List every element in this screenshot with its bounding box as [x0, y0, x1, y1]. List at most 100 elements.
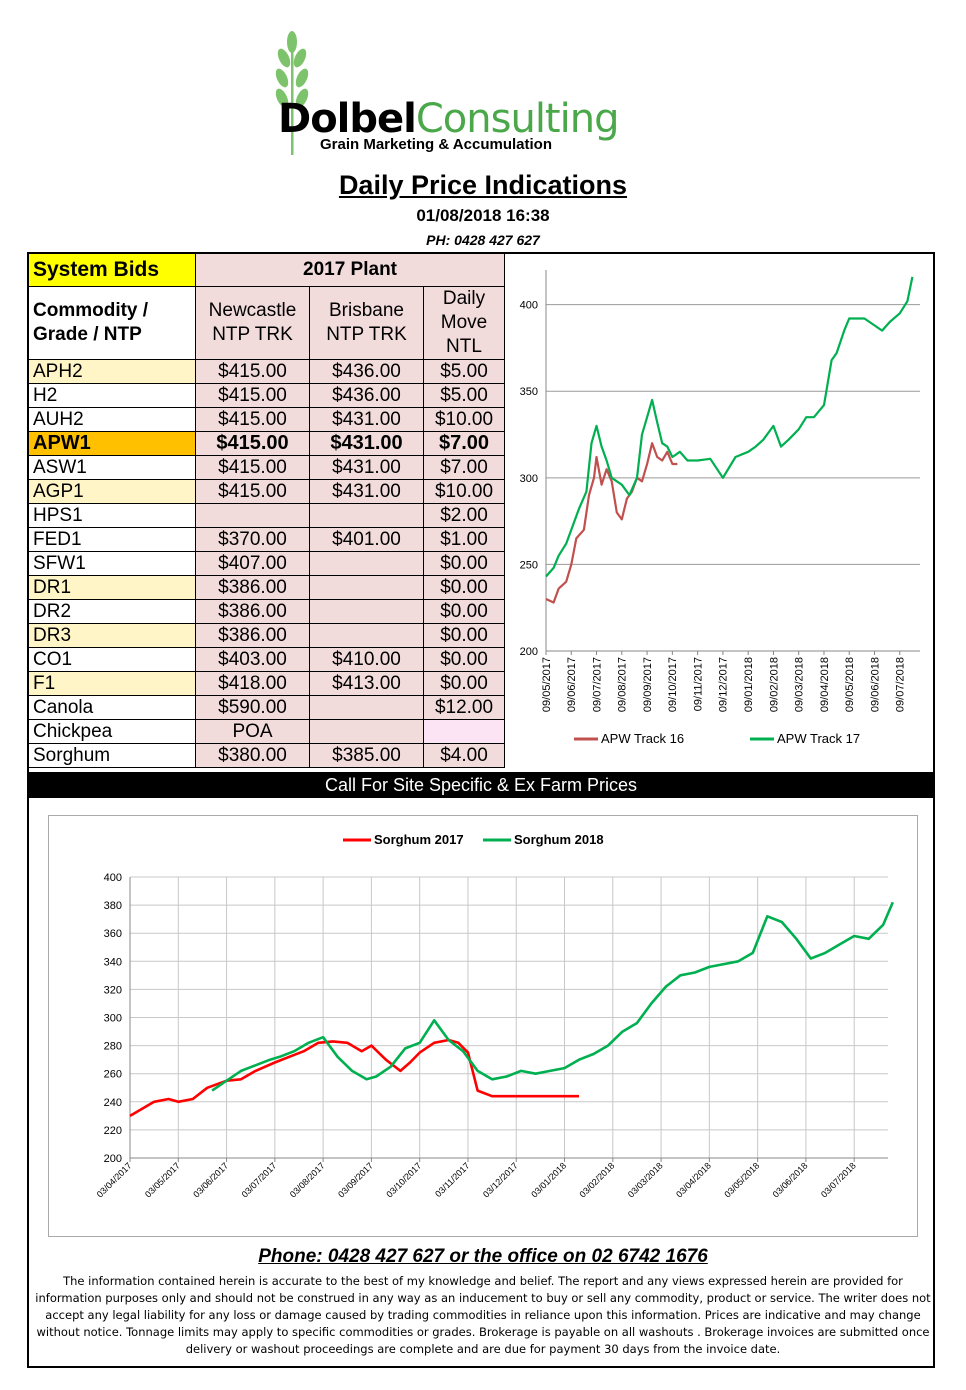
cell-grade: Sorghum [28, 743, 196, 768]
cell-newcastle: $415.00 [195, 359, 310, 384]
x-tick-label: 03/11/2017 [433, 1161, 471, 1199]
table-row: F1 $418.00 $413.00 $0.00 [28, 671, 505, 696]
y-tick-label: 300 [104, 1013, 122, 1025]
cell-grade: CO1 [28, 647, 196, 672]
cell-newcastle: $415.00 [195, 455, 310, 480]
cell-move: $10.00 [423, 479, 505, 504]
series-line-0 [545, 442, 678, 604]
x-tick-label: 03/08/2017 [288, 1161, 327, 1200]
sorghum-chart-frame [48, 815, 918, 1237]
x-tick-label: 03/07/2018 [819, 1161, 858, 1200]
cell-newcastle: $415.00 [195, 479, 310, 504]
cell-grade: APW1 [28, 431, 196, 456]
disclaimer: The information contained herein is accu… [35, 1274, 931, 1356]
page-title-wrap: Daily Price Indications [0, 170, 966, 201]
y-tick-label: 250 [520, 559, 538, 571]
table-row: DR3 $386.00 $0.00 [28, 623, 505, 648]
cell-brisbane: $431.00 [309, 455, 424, 480]
y-tick-label: 320 [104, 984, 122, 996]
page-title: Daily Price Indications [338, 170, 628, 200]
x-tick-label: 09/12/2017 [718, 657, 730, 712]
cell-grade: DR1 [28, 575, 196, 600]
x-tick-label: 09/10/2017 [667, 657, 679, 712]
cell-brisbane [309, 575, 424, 600]
cell-move [423, 719, 505, 744]
footer-phone: Phone: 0428 427 627 or the office on 02 … [258, 1246, 708, 1267]
price-table: System Bids 2017 Plant Commodity / Grade… [28, 253, 505, 768]
cell-move: $0.00 [423, 575, 505, 600]
series-line-1 [545, 276, 914, 578]
cell-newcastle: $407.00 [195, 551, 310, 576]
cell-grade: DR3 [28, 623, 196, 648]
y-tick-label: 200 [104, 1153, 122, 1165]
x-tick-label: 03/02/2018 [578, 1161, 617, 1200]
series-line-1 [211, 901, 894, 1092]
x-tick-label: 09/07/2018 [895, 657, 907, 712]
brand-name-part1: Dolbel [278, 96, 417, 142]
cell-grade: ASW1 [28, 455, 196, 480]
cell-newcastle: $415.00 [195, 407, 310, 432]
table-row: AUH2 $415.00 $431.00 $10.00 [28, 407, 505, 432]
cell-move: $5.00 [423, 383, 505, 408]
table-row: HPS1 $2.00 [28, 503, 505, 528]
cell-move: $0.00 [423, 647, 505, 672]
cell-move: $5.00 [423, 359, 505, 384]
y-tick-label: 280 [104, 1041, 122, 1053]
cell-grade: F1 [28, 671, 196, 696]
cell-brisbane [309, 695, 424, 720]
table-row: DR1 $386.00 $0.00 [28, 575, 505, 600]
x-tick-label: 09/09/2017 [642, 657, 654, 712]
cell-brisbane: $436.00 [309, 359, 424, 384]
table-row: FED1 $370.00 $401.00 $1.00 [28, 527, 505, 552]
x-tick-label: 03/07/2017 [240, 1161, 279, 1200]
cell-newcastle: $386.00 [195, 623, 310, 648]
x-tick-label: 03/10/2017 [384, 1161, 423, 1200]
apw-track-chart: 200 250 300 350 400 09/05/2017 09/06/2017 09/07… [520, 270, 920, 746]
cell-move: $7.00 [423, 455, 505, 480]
x-tick-label: 03/04/2018 [674, 1161, 713, 1200]
x-tick-label: 03/01/2018 [529, 1161, 568, 1200]
legend-label: APW Track 16 [601, 731, 684, 746]
y-tick-label: 380 [104, 900, 122, 912]
series-line-0 [129, 1038, 579, 1118]
x-tick-label: 03/03/2018 [626, 1161, 665, 1200]
cell-brisbane: $436.00 [309, 383, 424, 408]
table-row: ASW1 $415.00 $431.00 $7.00 [28, 455, 505, 480]
cell-grade: H2 [28, 383, 196, 408]
x-tick-label: 03/06/2018 [771, 1161, 810, 1200]
cell-newcastle: $415.00 [195, 431, 310, 456]
legend-label: Sorghum 2018 [514, 832, 604, 847]
table-row: Sorghum $380.00 $385.00 $4.00 [28, 743, 505, 768]
cell-newcastle: $590.00 [195, 695, 310, 720]
cell-brisbane [309, 503, 424, 528]
cell-brisbane: $431.00 [309, 407, 424, 432]
cell-move: $7.00 [423, 431, 505, 456]
y-tick-label: 350 [520, 386, 538, 398]
cell-move: $4.00 [423, 743, 505, 768]
cell-grade: AUH2 [28, 407, 196, 432]
cell-move: $2.00 [423, 503, 505, 528]
y-tick-label: 400 [104, 872, 122, 884]
x-tick-label: 09/07/2017 [591, 657, 603, 712]
cell-newcastle: $418.00 [195, 671, 310, 696]
report-datetime: 01/08/2018 16:38 [416, 206, 550, 225]
brand-tagline: Grain Marketing & Accumulation [320, 136, 552, 153]
cell-newcastle: $415.00 [195, 383, 310, 408]
table-row: DR2 $386.00 $0.00 [28, 599, 505, 624]
col-header-grade: Commodity / Grade / NTP [28, 286, 196, 360]
cell-brisbane [309, 719, 424, 744]
brand-name-part2: Consulting [415, 96, 620, 142]
table-row: SFW1 $407.00 $0.00 [28, 551, 505, 576]
table-row: Chickpea POA [28, 719, 505, 744]
cell-brisbane: $431.00 [309, 431, 424, 456]
cell-move: $0.00 [423, 671, 505, 696]
cell-newcastle [195, 503, 310, 528]
cell-brisbane: $410.00 [309, 647, 424, 672]
cell-grade: SFW1 [28, 551, 196, 576]
cell-newcastle: $386.00 [195, 599, 310, 624]
x-tick-label: 09/08/2017 [617, 657, 629, 712]
cell-move: $1.00 [423, 527, 505, 552]
x-tick-label: 09/03/2018 [794, 657, 806, 712]
x-tick-label: 09/02/2018 [768, 657, 780, 712]
x-tick-label: 03/09/2017 [336, 1161, 375, 1200]
